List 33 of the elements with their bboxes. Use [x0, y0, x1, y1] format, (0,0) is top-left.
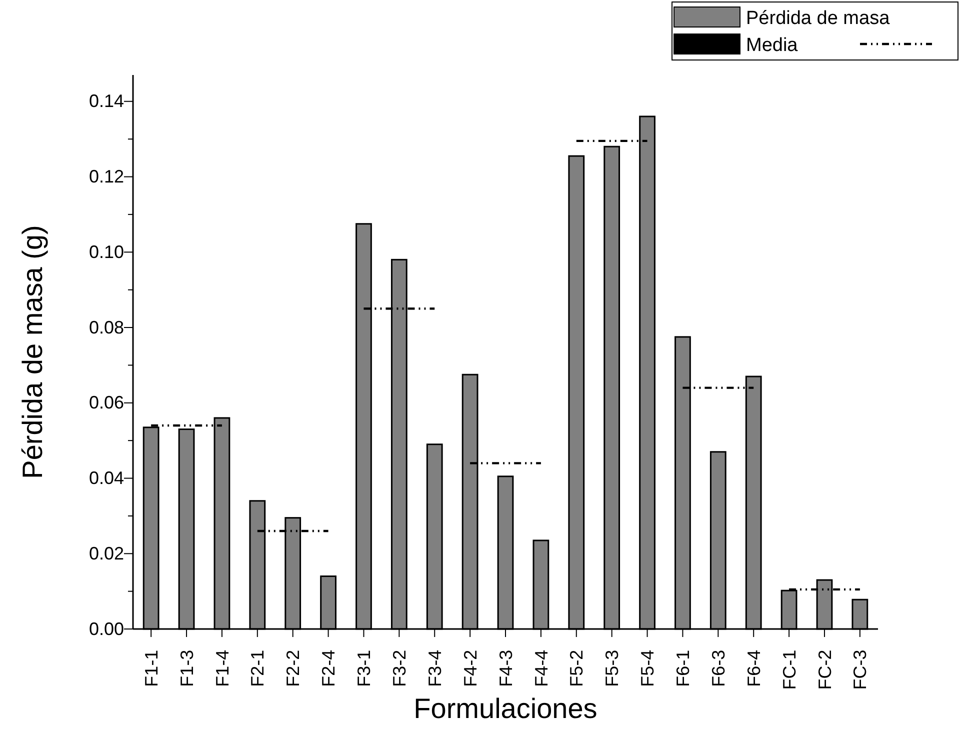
- x-tick-label: F5-3: [602, 650, 622, 687]
- y-tick-label: 0.04: [88, 468, 124, 488]
- x-tick-label: F4-3: [496, 650, 516, 687]
- y-tick-label: 0.06: [88, 392, 124, 413]
- x-tick-label: FC-1: [779, 650, 800, 690]
- x-tick-label: F1-4: [212, 650, 232, 687]
- x-tick-label: F5-2: [566, 650, 587, 687]
- x-tick-label: F6-4: [744, 650, 764, 687]
- y-tick-label: 0.08: [88, 317, 124, 338]
- x-axis-title: Formulaciones: [414, 693, 598, 724]
- x-tick-label: FC-3: [850, 650, 870, 690]
- x-tick-label: F6-1: [673, 650, 694, 687]
- x-tick-label: F1-1: [141, 650, 162, 687]
- x-tick-label: F1-3: [176, 650, 197, 687]
- x-tick-label: FC-2: [814, 650, 835, 690]
- x-tick-label: F3-1: [354, 650, 374, 687]
- x-tick-label: F3-4: [424, 650, 445, 687]
- legend-label: Media: [746, 35, 798, 56]
- legend-label: Pérdida de masa: [746, 8, 890, 29]
- y-tick-label: 0.14: [88, 91, 124, 112]
- x-tick-label: F6-3: [708, 650, 728, 687]
- y-tick-label: 0.12: [88, 166, 124, 187]
- x-tick-label: F2-1: [248, 650, 268, 687]
- x-tick-label: F3-2: [389, 650, 410, 687]
- y-tick-label: 0.02: [88, 543, 124, 564]
- y-tick-label: 0.00: [88, 618, 124, 639]
- y-tick-label: 0.10: [88, 242, 124, 262]
- x-tick-label: F5-4: [638, 650, 658, 687]
- x-tick-label: F4-4: [531, 650, 552, 687]
- x-tick-label: F4-2: [460, 650, 480, 687]
- x-tick-label: F2-2: [283, 650, 304, 687]
- y-axis-title: Pérdida de masa (g): [17, 225, 48, 479]
- x-tick-label: F2-4: [318, 650, 339, 687]
